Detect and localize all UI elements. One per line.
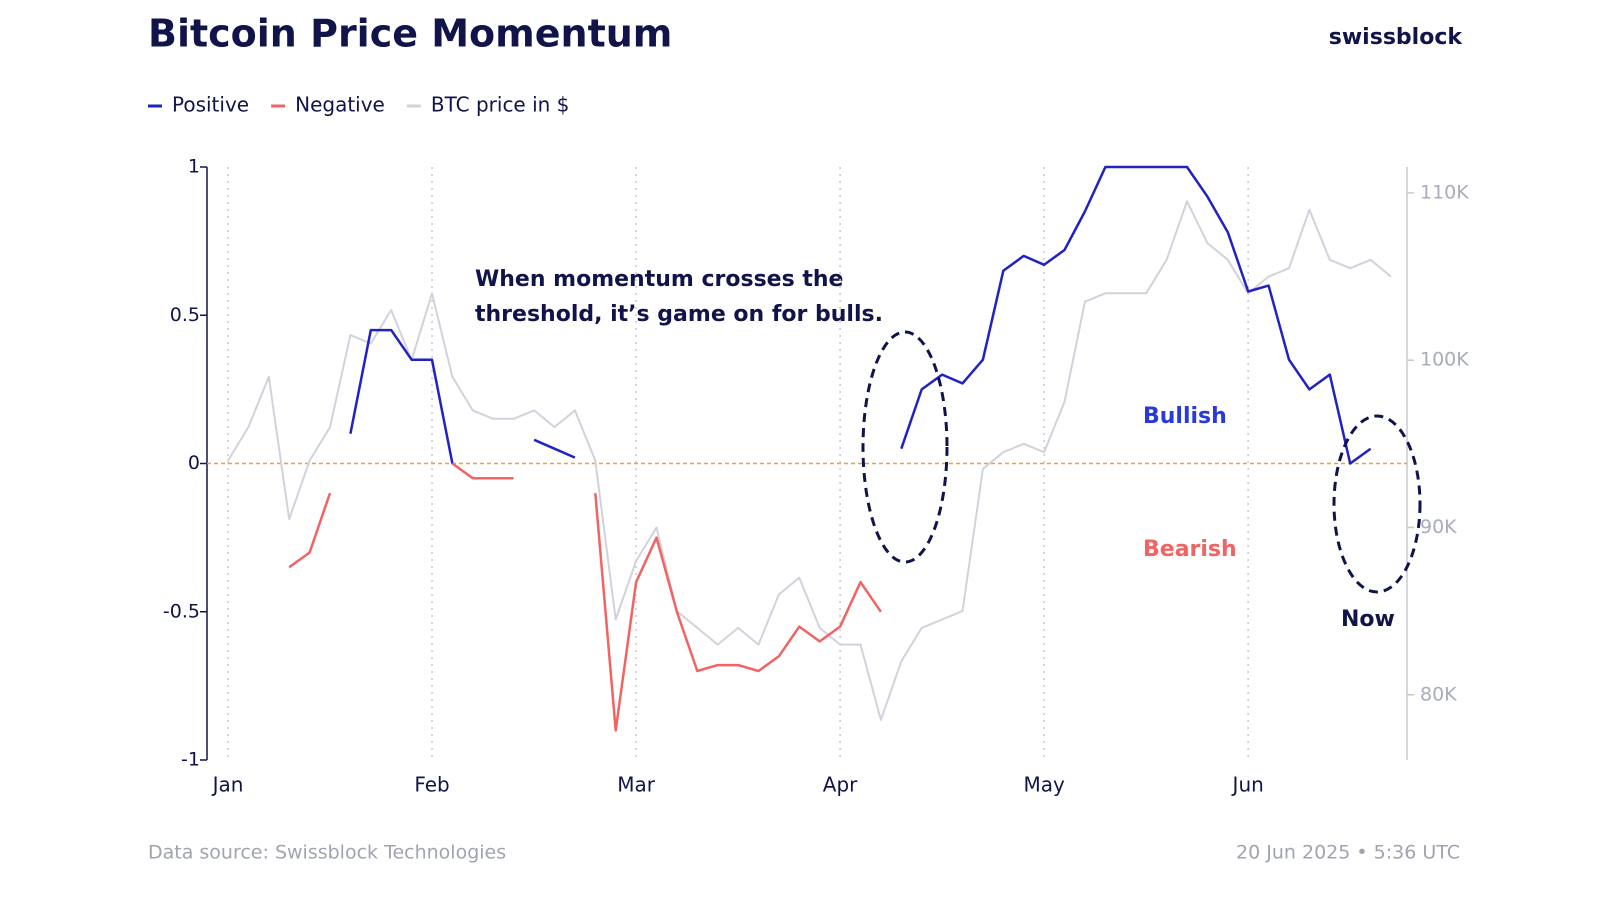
x-tick-label: Apr bbox=[823, 773, 858, 797]
x-tick-label: Feb bbox=[414, 773, 449, 797]
legend-label: Negative bbox=[295, 93, 385, 117]
bearish-label: Bearish bbox=[1143, 537, 1237, 562]
y2-tick-label: 110K bbox=[1420, 181, 1469, 203]
y2-tick-label: 80K bbox=[1420, 683, 1457, 705]
highlight-ellipse bbox=[1332, 414, 1422, 594]
annotation: When momentum crosses the bbox=[475, 267, 843, 292]
bullish-label: Bullish bbox=[1143, 404, 1227, 429]
x-tick-label: Jan bbox=[211, 773, 244, 797]
y-tick-label: -1 bbox=[181, 749, 200, 771]
x-tick-label: Jun bbox=[1231, 773, 1264, 797]
annotation: threshold, it’s game on for bulls. bbox=[475, 302, 883, 327]
series-line bbox=[227, 200, 1392, 721]
series-line bbox=[349, 165, 1372, 465]
highlight-ellipse bbox=[861, 330, 949, 564]
y2-tick-label: 100K bbox=[1420, 349, 1469, 371]
plot: Jan Feb Mar Apr May Jun -1 -0.5 0 0.5 1 80K 90K 100K 1… bbox=[163, 156, 1469, 797]
chart-title: Bitcoin Price Momentum bbox=[148, 12, 672, 56]
y2-tick-label: 90K bbox=[1420, 516, 1457, 538]
brand: swissblock bbox=[1329, 25, 1464, 50]
y-tick-label: -0.5 bbox=[163, 600, 200, 622]
x-tick-label: Mar bbox=[617, 773, 656, 797]
legend-label: Positive bbox=[172, 93, 249, 117]
timestamp: 20 Jun 2025 • 5:36 UTC bbox=[1236, 842, 1460, 864]
now-label: Now bbox=[1341, 607, 1395, 632]
source: Data source: Swissblock Technologies bbox=[148, 842, 506, 864]
y-tick-label: 0 bbox=[188, 452, 200, 474]
y-tick-label: 1 bbox=[188, 156, 200, 178]
legend-label: BTC price in $ bbox=[431, 93, 570, 117]
y-tick-label: 0.5 bbox=[170, 304, 200, 326]
x-tick-label: May bbox=[1023, 773, 1065, 797]
